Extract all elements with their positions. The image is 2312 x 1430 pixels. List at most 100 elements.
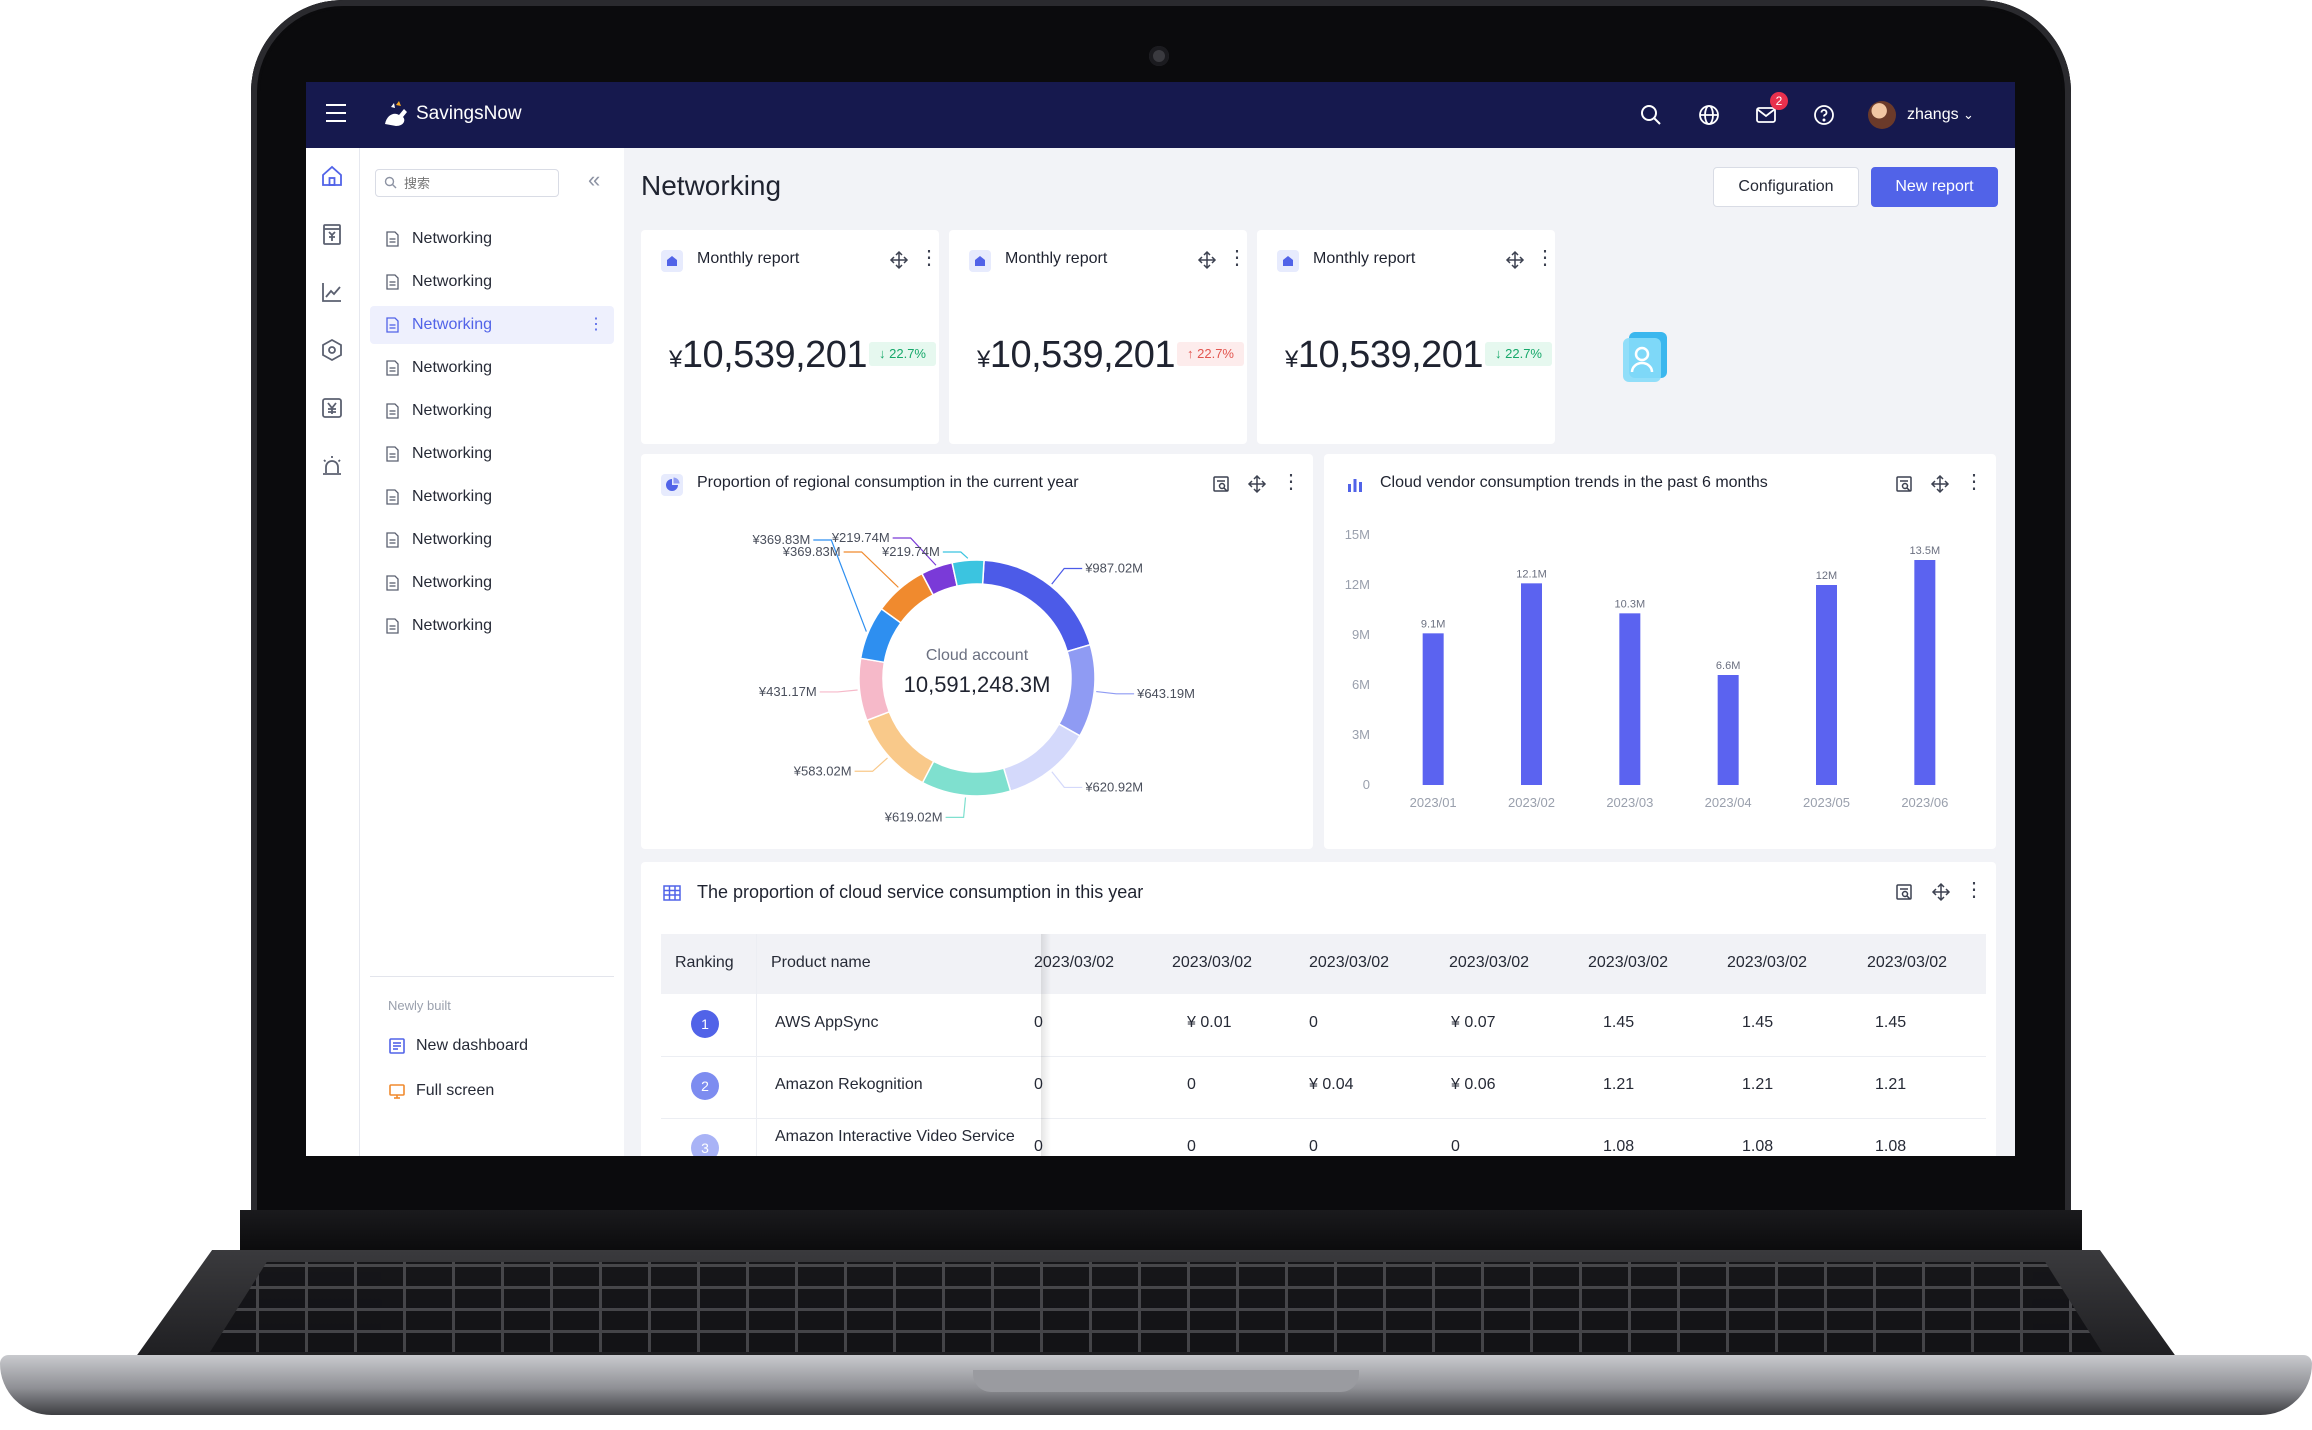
more-icon[interactable]: ⋮ [1535, 247, 1555, 269]
donut-data-label: ¥643.19M [1136, 686, 1195, 701]
table-icon [663, 885, 681, 901]
sidebar-item-networking[interactable]: Networking [370, 564, 614, 602]
more-icon[interactable]: ⋮ [919, 247, 939, 269]
export-icon[interactable] [1211, 474, 1231, 494]
mail-count-badge: 2 [1770, 92, 1788, 110]
x-tick-label: 2023/06 [1901, 795, 1948, 810]
sidebar-item-networking[interactable]: Networking [370, 263, 614, 301]
table-cell: ¥ 0.04 [1309, 1076, 1354, 1093]
sidebar-item-networking[interactable]: Networking [370, 220, 614, 258]
donut-slice[interactable] [1057, 643, 1096, 737]
kpi-card: Monthly report ⋮ ¥10,539,201 ↓ 22.7% [1257, 230, 1667, 444]
sidebar-item-networking[interactable]: Networking [370, 478, 614, 516]
donut-slice[interactable] [1002, 723, 1081, 793]
globe-icon[interactable] [1697, 103, 1721, 127]
avatar[interactable] [1868, 101, 1896, 129]
bill-icon[interactable] [318, 220, 346, 248]
sidebar-item-networking[interactable]: Networking ⋮ [370, 306, 614, 344]
move-icon[interactable] [1931, 882, 1951, 902]
menu-icon[interactable] [326, 104, 346, 124]
donut-center-value: 10,591,248.3M [904, 672, 1051, 697]
hexagon-icon[interactable] [318, 336, 346, 364]
donut-slice[interactable] [858, 657, 891, 722]
home-icon[interactable] [318, 162, 346, 190]
bar[interactable] [1521, 583, 1542, 785]
bar[interactable] [1816, 585, 1837, 785]
sidebar-item-networking[interactable]: Networking [370, 521, 614, 559]
table-row[interactable]: 3 Amazon Interactive Video Service 0 0 0 0 1.0… [661, 1118, 1986, 1156]
new-dashboard-label: New dashboard [416, 1037, 529, 1054]
column-header[interactable]: Ranking [675, 954, 734, 971]
column-divider [756, 934, 757, 1156]
logo-icon [385, 101, 407, 126]
bar[interactable] [1422, 633, 1444, 785]
icon-rail [306, 148, 360, 1156]
app-name: SavingsNow [416, 103, 522, 124]
keyboard-keys [210, 1262, 2102, 1352]
bar[interactable] [1914, 560, 1936, 785]
column-header[interactable]: 2023/03/02 [1867, 954, 1948, 971]
more-icon[interactable]: ⋮ [1227, 247, 1247, 269]
sidebar-item-networking[interactable]: Networking [370, 607, 614, 645]
column-header[interactable]: 2023/03/02 [1172, 954, 1253, 971]
move-icon[interactable] [1247, 474, 1267, 494]
column-header[interactable]: 2023/03/02 [1034, 954, 1115, 971]
leader-line [819, 689, 858, 693]
configuration-button[interactable]: Configuration [1713, 167, 1859, 207]
donut-data-label: ¥369.83M [782, 544, 841, 559]
bar[interactable] [1717, 675, 1739, 785]
export-icon[interactable] [1894, 882, 1914, 902]
donut-slice[interactable] [921, 760, 1012, 797]
document-icon [386, 274, 399, 290]
move-icon[interactable] [1505, 250, 1525, 270]
table-cell: 1.08 [1875, 1138, 1907, 1155]
move-icon[interactable] [889, 250, 909, 270]
search-icon[interactable] [1639, 103, 1663, 127]
donut-slice[interactable] [865, 710, 935, 784]
sidebar-item-label: Networking [412, 574, 493, 591]
table-row[interactable]: 2 Amazon Rekognition 0 0 ¥ 0.04 ¥ 0.06 1.21 1.2… [661, 1056, 1986, 1119]
kpi-amount: ¥10,539,201 [669, 334, 868, 377]
more-icon[interactable]: ⋮ [1964, 471, 1984, 493]
more-icon[interactable]: ⋮ [588, 316, 604, 333]
table-title: The proportion of cloud service consumpt… [697, 882, 1144, 902]
move-icon[interactable] [1930, 474, 1950, 494]
sidebar-search[interactable] [375, 169, 559, 197]
donut-data-label: ¥431.17M [758, 684, 817, 699]
column-header[interactable]: 2023/03/02 [1588, 954, 1669, 971]
table-card: The proportion of cloud service consumpt… [641, 862, 1996, 1156]
alarm-icon[interactable] [318, 452, 346, 480]
sidebar-item-label: Networking [412, 359, 493, 376]
sidebar-item-label: Networking [412, 402, 493, 419]
table-cell: 0 [1187, 1138, 1196, 1155]
search-input[interactable] [402, 173, 554, 193]
help-icon[interactable] [1812, 103, 1836, 127]
document-icon [386, 575, 399, 591]
x-tick-label: 2023/05 [1803, 795, 1850, 810]
column-header[interactable]: 2023/03/02 [1309, 954, 1390, 971]
column-header[interactable]: Product name [771, 954, 871, 971]
sidebar-item-label: Networking [412, 617, 493, 634]
donut-slice[interactable] [981, 559, 1092, 653]
user-menu[interactable]: zhangs ⌄ [1907, 106, 1974, 124]
sidebar-item-networking[interactable]: Networking [370, 435, 614, 473]
collapse-sidebar-icon[interactable]: « [588, 167, 601, 192]
table-cell: 1.08 [1742, 1138, 1774, 1155]
trend-icon[interactable] [318, 278, 346, 306]
move-icon[interactable] [1197, 250, 1217, 270]
table-cell: 1.21 [1875, 1076, 1907, 1093]
mail-icon[interactable] [1754, 103, 1778, 127]
bar[interactable] [1619, 613, 1641, 785]
column-header[interactable]: 2023/03/02 [1449, 954, 1530, 971]
sidebar-item-networking[interactable]: Networking [370, 349, 614, 387]
column-header[interactable]: 2023/03/02 [1727, 954, 1808, 971]
new-report-button[interactable]: New report [1871, 167, 1998, 207]
export-icon[interactable] [1894, 474, 1914, 494]
search-icon [384, 176, 397, 189]
more-icon[interactable]: ⋮ [1281, 471, 1301, 493]
table-row[interactable]: 1 AWS AppSync 0 ¥ 0.01 0 ¥ 0.07 1.45 1.45 1.45 [661, 994, 1986, 1057]
yen-icon[interactable] [318, 394, 346, 422]
sidebar-item-networking[interactable]: Networking [370, 392, 614, 430]
more-icon[interactable]: ⋮ [1964, 879, 1984, 901]
donut-slice[interactable] [951, 559, 985, 588]
